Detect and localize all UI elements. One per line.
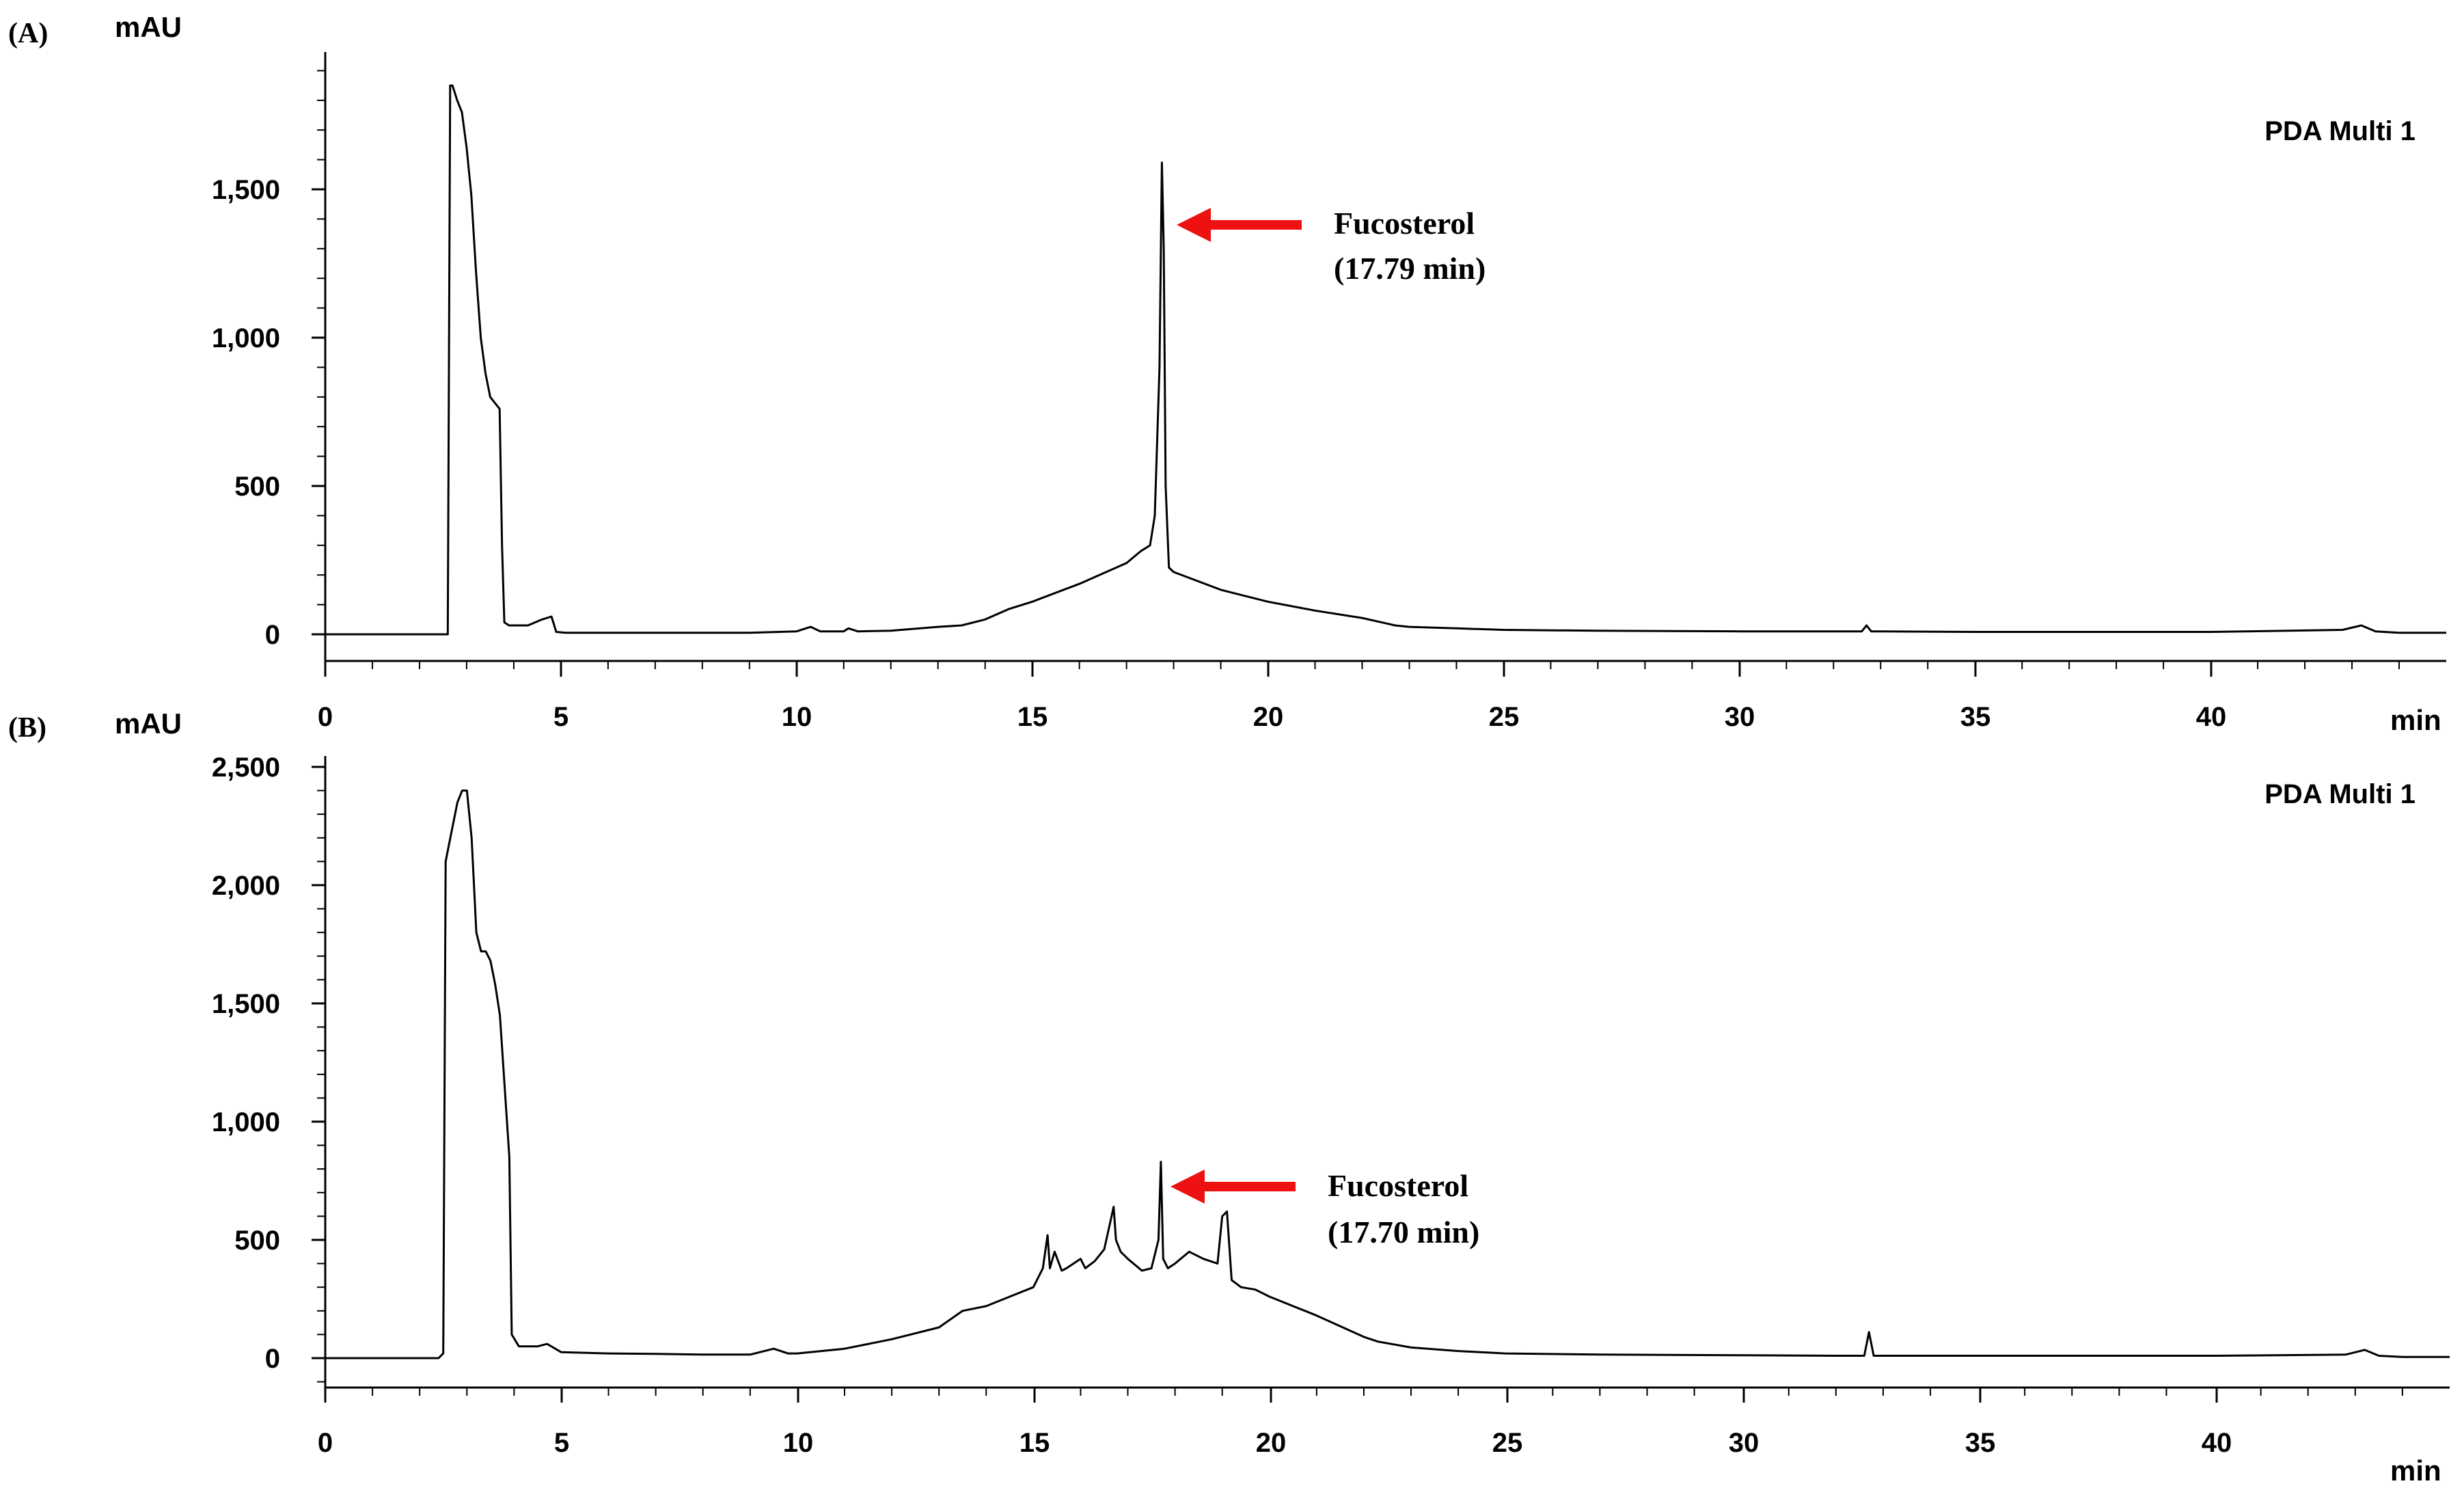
panel-a-legend: PDA Multi 1 [2264, 116, 2415, 146]
panel-b-xtick-label-25: 25 [1492, 1428, 1523, 1458]
panel-a-y-minor-ticks [317, 70, 325, 606]
panel-a-x-unit: min [2390, 704, 2441, 736]
panel-a-x-minor-ticks [371, 661, 2400, 669]
panel-a-ytick-label-1500: 1,500 [212, 175, 280, 205]
panel-a-xtick-label-15: 15 [1017, 702, 1048, 732]
panel-b-ytick-label-2000: 2,000 [212, 871, 280, 901]
panel-a-xtick-label-10: 10 [782, 702, 812, 732]
panel-b-label: (B) [8, 712, 46, 744]
panel-a-ytick-label-0: 0 [265, 620, 280, 650]
panel-a-ytick-label-500: 500 [234, 472, 280, 502]
panel-a-annotation-time: (17.79 min) [1334, 251, 1486, 286]
panel-b-xtick-label-10: 10 [783, 1428, 814, 1458]
panel-a-ytick-label-1000: 1,000 [212, 323, 280, 353]
panel-b-annotation-name: Fucosterol [1328, 1168, 1468, 1203]
panel-a-label: (A) [8, 18, 48, 49]
panel-b-legend: PDA Multi 1 [2264, 779, 2415, 809]
panel-a-xtick-label-20: 20 [1253, 702, 1284, 732]
panel-b-arrow-head [1171, 1169, 1205, 1204]
panel-b-ytick-label-2500: 2,500 [212, 753, 280, 783]
panel-b-xtick-label-30: 30 [1729, 1428, 1760, 1458]
panel-b-y-minor-ticks [317, 789, 325, 1383]
panel-b-ytick-label-0: 0 [265, 1344, 280, 1374]
panel-b-x-unit: min [2390, 1455, 2441, 1487]
panel-b-xtick-label-20: 20 [1256, 1428, 1287, 1458]
panel-a-arrow-head [1177, 208, 1211, 242]
panel-b-xtick-label-0: 0 [318, 1428, 333, 1458]
panel-b-xtick-label-40: 40 [2202, 1428, 2232, 1458]
panel-a-fucosterol-annotation: Fucosterol (17.79 min) [1177, 206, 1486, 286]
panel-a-xtick-label-30: 30 [1725, 702, 1755, 732]
panel-a-xtick-label-5: 5 [553, 702, 569, 732]
panel-b: (B) mAU PDA Multi 1 0 500 1,000 1,500 2,… [8, 707, 2450, 1487]
panel-b-xtick-label-15: 15 [1019, 1428, 1050, 1458]
panel-b-fucosterol-annotation: Fucosterol (17.70 min) [1171, 1168, 1479, 1249]
panel-a-xtick-label-40: 40 [2196, 702, 2227, 732]
panel-b-ytick-label-500: 500 [234, 1226, 280, 1256]
panel-a-annotation-name: Fucosterol [1334, 206, 1475, 241]
panel-b-chromatogram-line [325, 789, 2450, 1360]
panel-a-y-unit: mAU [115, 11, 182, 43]
panel-b-xtick-label-5: 5 [554, 1428, 569, 1458]
panel-a: (A) mAU PDA Multi 1 0 500 1,000 1,500 0 … [8, 11, 2446, 736]
panel-b-xtick-label-35: 35 [1965, 1428, 1996, 1458]
panel-b-annotation-time: (17.70 min) [1328, 1215, 1479, 1249]
panel-a-xtick-label-0: 0 [318, 702, 333, 732]
panel-a-xtick-label-35: 35 [1960, 702, 1991, 732]
panel-a-chromatogram-line [325, 84, 2446, 636]
panel-a-xtick-label-25: 25 [1489, 702, 1520, 732]
panel-b-ytick-label-1500: 1,500 [212, 989, 280, 1019]
panel-b-x-minor-ticks [372, 1388, 2403, 1396]
panel-b-ytick-label-1000: 1,000 [212, 1107, 280, 1137]
panel-b-y-unit: mAU [115, 707, 182, 740]
